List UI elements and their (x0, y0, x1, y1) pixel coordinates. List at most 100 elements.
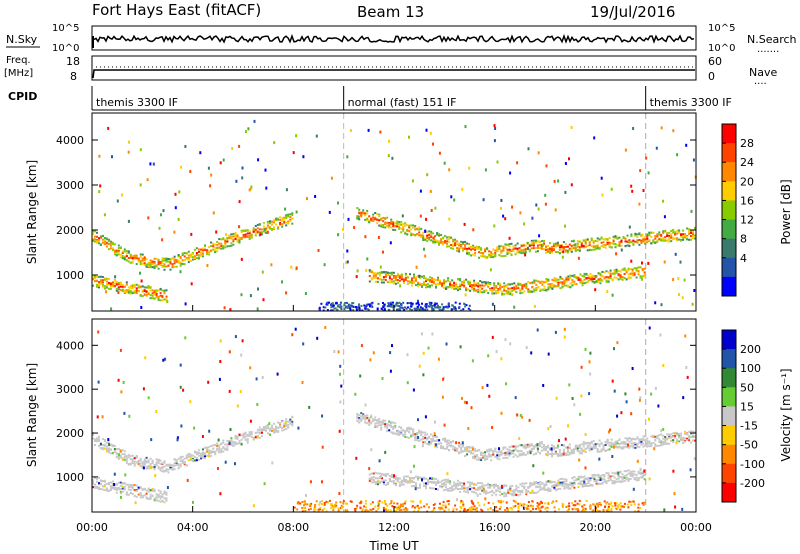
echo-cell (466, 448, 469, 451)
echo-cell (224, 243, 227, 246)
echo-cell (191, 256, 194, 259)
echo-cell (224, 240, 227, 243)
echo-cell (456, 247, 459, 249)
cpid-label: CPID (8, 90, 37, 103)
echo-cell (539, 281, 542, 284)
echo-cell (620, 240, 623, 243)
echo-cell (155, 458, 158, 461)
echo-cell (662, 440, 665, 443)
echo-cell (396, 308, 398, 311)
echo-cell (459, 279, 462, 282)
echo-cell (664, 439, 667, 442)
echo-cell (592, 440, 595, 443)
echo-cell (503, 485, 506, 488)
echo-cell (131, 260, 134, 263)
echo-cell (570, 450, 573, 453)
echo-cell (210, 173, 213, 177)
echo-cell (159, 500, 162, 503)
echo-cell (642, 237, 645, 240)
echo-cell (476, 454, 479, 457)
echo-cell (577, 486, 580, 488)
echo-cell (553, 486, 556, 489)
echo-cell (597, 272, 600, 275)
echo-cell (127, 219, 130, 223)
echo-cell (92, 276, 94, 279)
echo-cell (521, 285, 524, 288)
echo-cell (372, 478, 375, 481)
echo-cell (149, 489, 152, 492)
echo-cell (484, 451, 487, 454)
echo-cell (535, 480, 538, 483)
echo-cell (637, 270, 640, 273)
echo-cell (289, 213, 292, 216)
echo-cell (442, 306, 445, 309)
echo-cell (240, 257, 243, 261)
echo-cell (421, 283, 423, 286)
echo-cell (147, 490, 150, 493)
echo-cell (153, 289, 156, 292)
echo-cell (384, 473, 387, 476)
echo-cell (260, 430, 263, 433)
nsky-line (93, 33, 695, 44)
echo-cell (141, 462, 144, 465)
echo-cell (115, 283, 118, 286)
echo-cell (567, 275, 570, 278)
echo-cell (169, 465, 172, 467)
echo-cell (376, 280, 379, 283)
echo-cell (368, 423, 371, 426)
echo-cell (175, 460, 178, 462)
echo-cell (137, 493, 140, 496)
echo-cell (547, 444, 549, 447)
echo-cell (161, 296, 164, 299)
echo-cell (116, 199, 119, 203)
echo-cell (107, 243, 110, 245)
echo-cell (145, 265, 148, 268)
echo-cell (262, 426, 265, 428)
echo-cell (322, 306, 325, 309)
echo-cell (374, 477, 377, 480)
echo-cell (197, 254, 200, 257)
echo-cell (594, 445, 597, 448)
echo-cell (539, 290, 542, 292)
echo-cell (222, 237, 225, 240)
echo-cell (440, 309, 443, 312)
echo-cell (517, 287, 520, 290)
echo-cell (568, 443, 571, 446)
echo-cell (246, 229, 249, 232)
echo-cell (433, 280, 435, 283)
echo-cell (159, 462, 162, 465)
echo-cell (684, 234, 687, 237)
echo-cell (480, 454, 483, 456)
echo-cell (295, 266, 298, 270)
echo-cell (618, 445, 621, 448)
echo-cell (448, 442, 451, 445)
echo-cell (544, 193, 547, 197)
echo-cell (158, 226, 161, 230)
echo-cell (421, 275, 423, 278)
echo-cell (648, 233, 651, 236)
echo-cell (466, 450, 469, 453)
echo-cell (600, 176, 603, 180)
echo-cell (618, 242, 621, 245)
echo-cell (111, 444, 114, 447)
echo-cell (455, 287, 458, 290)
echo-cell (479, 482, 482, 484)
echo-cell (96, 477, 98, 480)
echo-cell (558, 449, 561, 451)
echo-cell (637, 266, 640, 269)
echo-cell (143, 494, 146, 497)
echo-cell (119, 484, 122, 487)
echo-cell (96, 486, 98, 489)
echo-cell (181, 253, 184, 256)
echo-cell (161, 467, 164, 470)
echo-cell (680, 439, 683, 442)
echo-cell (129, 285, 132, 288)
echo-cell (451, 485, 454, 488)
echo-cell (402, 282, 405, 284)
echo-cell (193, 257, 196, 260)
echo-cell (374, 272, 377, 275)
echo-cell (403, 306, 406, 309)
echo-cell (638, 446, 641, 449)
echo-cell (630, 445, 633, 448)
echo-cell (386, 427, 389, 430)
